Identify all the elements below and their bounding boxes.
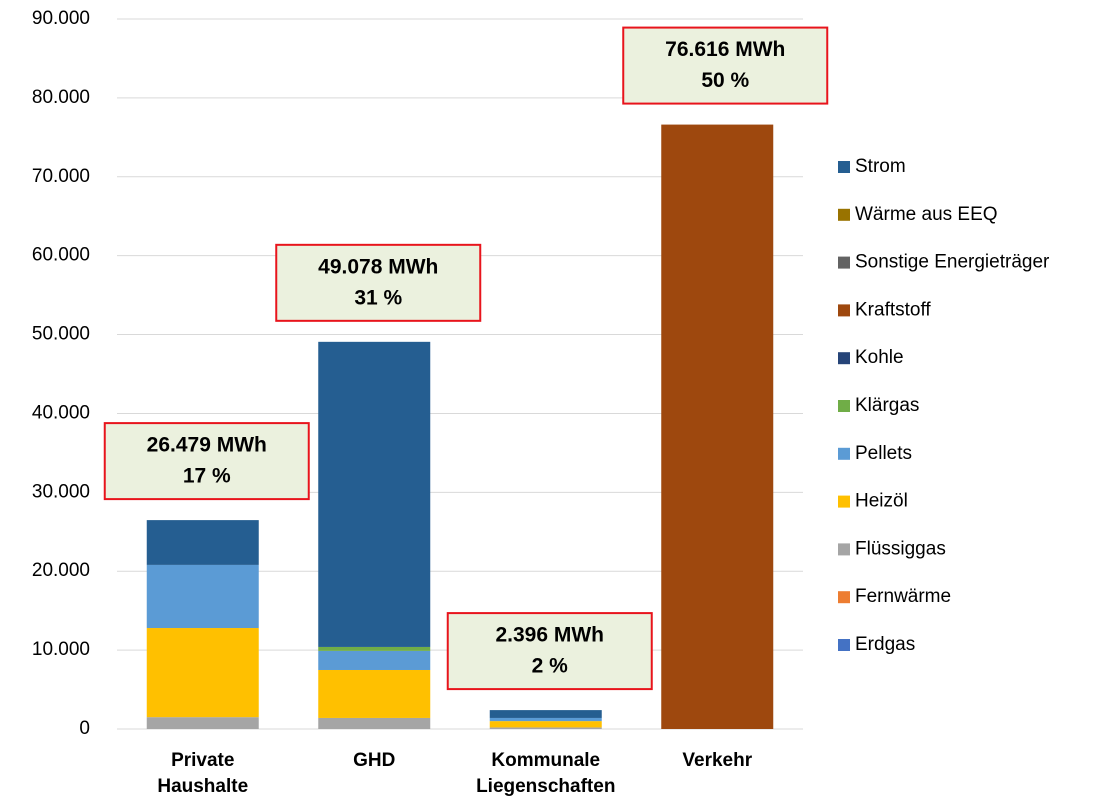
y-tick-label: 50.000 bbox=[32, 324, 90, 345]
bar-segment bbox=[318, 646, 431, 651]
x-tick-label: Kommunale Liegenschaften bbox=[476, 750, 616, 797]
x-tick-label: GHD bbox=[353, 750, 396, 771]
legend-label: Strom bbox=[855, 156, 906, 177]
bar-segment bbox=[661, 124, 774, 729]
y-tick-label: 70.000 bbox=[32, 166, 90, 187]
bar-segment bbox=[489, 710, 602, 718]
annotation-text: 49.078 MWh bbox=[318, 255, 438, 278]
annotation-box bbox=[622, 26, 829, 105]
y-tick-label: 10.000 bbox=[32, 639, 90, 660]
legend-label: Heizöl bbox=[855, 491, 908, 512]
bar-segment bbox=[318, 669, 431, 718]
bar-segment bbox=[318, 717, 431, 729]
annotation-text: 17 % bbox=[183, 465, 231, 488]
bar-segment bbox=[489, 721, 602, 728]
x-tick-label: Verkehr bbox=[682, 750, 753, 771]
bar-segment bbox=[489, 727, 602, 729]
bar-segment bbox=[489, 717, 602, 722]
annotation-text: 2 % bbox=[532, 655, 569, 678]
legend-swatch bbox=[838, 161, 850, 173]
annotation-box bbox=[446, 612, 653, 691]
y-tick-label: 40.000 bbox=[32, 402, 90, 423]
annotation-text: 50 % bbox=[701, 69, 749, 92]
legend-label: Flüssiggas bbox=[855, 538, 946, 559]
annotation-box bbox=[275, 243, 482, 322]
bar-segment bbox=[146, 564, 259, 629]
bar-segment bbox=[146, 628, 259, 718]
y-tick-label: 20.000 bbox=[32, 560, 90, 581]
legend-swatch bbox=[838, 591, 850, 604]
annotation-text: 2.396 MWh bbox=[495, 624, 604, 647]
legend-label: Kohle bbox=[855, 347, 904, 368]
x-tick-label: Private Haushalte bbox=[157, 750, 249, 797]
bar-segment bbox=[146, 520, 259, 565]
y-tick-label: 0 bbox=[79, 718, 90, 739]
annotation-text: 76.616 MWh bbox=[665, 38, 785, 61]
bar-segment bbox=[318, 341, 431, 647]
legend-label: Erdgas bbox=[855, 634, 915, 655]
legend-swatch bbox=[838, 208, 850, 221]
legend-label: Fernwärme bbox=[855, 586, 951, 607]
legend-swatch bbox=[838, 639, 850, 651]
y-tick-label: 80.000 bbox=[32, 87, 90, 108]
legend-label: Klärgas bbox=[855, 395, 919, 416]
annotation-box bbox=[103, 422, 310, 501]
annotation-text: 31 % bbox=[354, 286, 402, 309]
bar-segment bbox=[146, 717, 259, 729]
bar-segment bbox=[318, 650, 431, 670]
annotation-text: 26.479 MWh bbox=[147, 434, 267, 457]
legend-swatch bbox=[838, 400, 850, 412]
legend-swatch bbox=[838, 256, 850, 269]
legend-swatch bbox=[838, 304, 850, 317]
legend-label: Sonstige Energieträger bbox=[855, 252, 1050, 273]
legend-swatch bbox=[838, 495, 850, 508]
legend-label: Kraftstoff bbox=[855, 299, 931, 320]
legend-label: Wärme aus EEQ bbox=[855, 204, 998, 225]
y-tick-label: 90.000 bbox=[32, 8, 90, 29]
legend-swatch bbox=[838, 447, 850, 460]
y-tick-label: 30.000 bbox=[32, 481, 90, 502]
y-tick-label: 60.000 bbox=[32, 245, 90, 266]
legend-swatch bbox=[838, 543, 850, 556]
legend-label: Pellets bbox=[855, 443, 912, 464]
legend-swatch bbox=[838, 352, 850, 365]
